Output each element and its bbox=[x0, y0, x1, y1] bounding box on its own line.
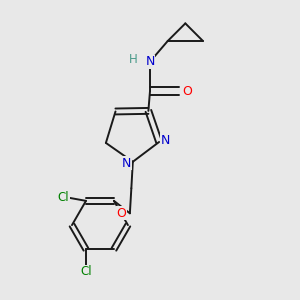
Text: N: N bbox=[160, 134, 170, 147]
Text: O: O bbox=[117, 207, 127, 220]
Text: Cl: Cl bbox=[58, 190, 69, 203]
Text: N: N bbox=[145, 55, 155, 68]
Text: N: N bbox=[122, 157, 132, 170]
Text: O: O bbox=[182, 85, 192, 98]
Text: H: H bbox=[128, 53, 137, 66]
Text: Cl: Cl bbox=[80, 266, 92, 278]
